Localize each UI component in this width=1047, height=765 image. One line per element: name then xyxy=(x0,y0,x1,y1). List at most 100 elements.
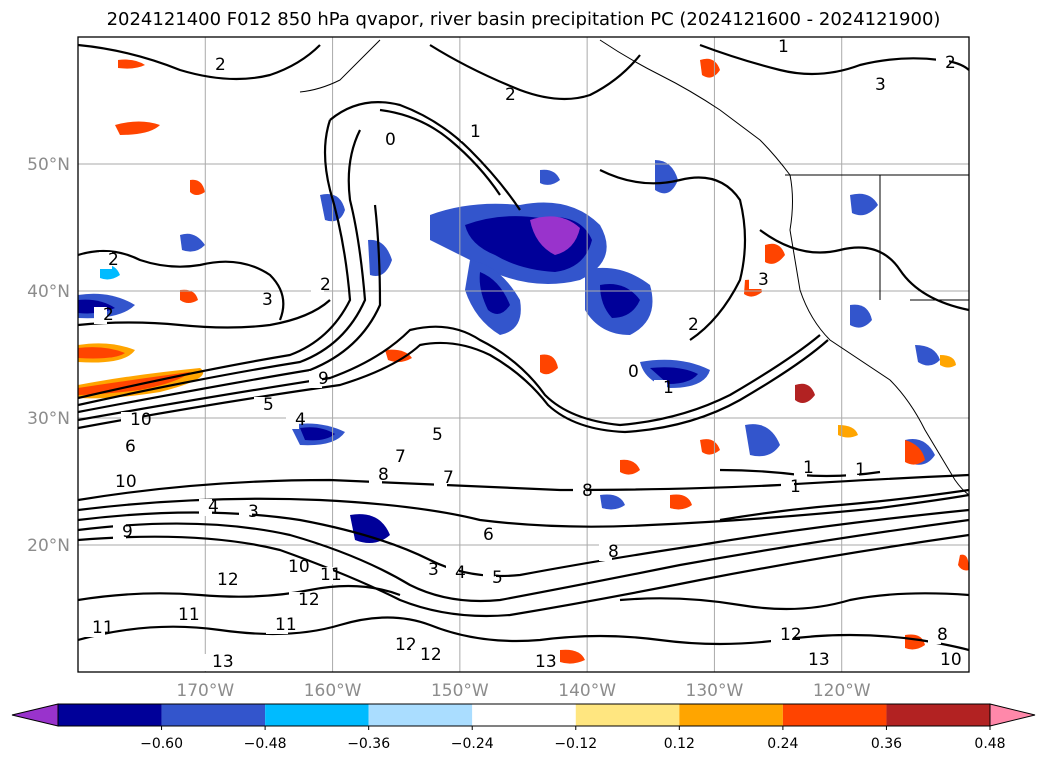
contour-label-bg xyxy=(794,460,807,477)
contour-value-label: 11 xyxy=(178,605,200,625)
contour-value-label: 1 xyxy=(778,37,789,57)
contour-label-bg xyxy=(483,570,496,587)
contour-label-bg xyxy=(434,470,447,487)
contour-label-bg xyxy=(311,277,324,294)
colorbar-swatch xyxy=(472,704,576,726)
contour-label-bg xyxy=(474,527,487,544)
contour-value-label: 10 xyxy=(288,557,310,577)
contour-value-label: 3 xyxy=(262,290,273,310)
lat-tick-label: 20°N xyxy=(27,536,70,556)
contour-label-bg xyxy=(116,439,129,456)
precip-shading xyxy=(78,58,969,664)
contour-value-label: 4 xyxy=(295,410,306,430)
contour-label-bg xyxy=(599,544,612,561)
contour-value-label: 1 xyxy=(803,458,814,478)
contour-label-bg xyxy=(99,252,112,269)
colorbar-swatch xyxy=(575,704,680,726)
contour-label-bg xyxy=(936,55,949,72)
colorbar-tick-label: −0.60 xyxy=(140,736,183,752)
colorbar: −0.60 −0.48 −0.36 −0.24 −0.12 0.12 0.24 0.36 0.4… xyxy=(11,703,1036,752)
chart-title: 2024121400 F012 850 hPa qvapor, river ba… xyxy=(106,9,941,30)
colorbar-extend-low xyxy=(11,703,59,727)
contour-label-bg xyxy=(931,652,953,669)
contour-label-bg xyxy=(113,524,126,541)
coastline xyxy=(299,39,969,496)
contour-label-bg xyxy=(446,565,459,582)
contour-label-bg xyxy=(289,592,311,609)
colorbar-swatch xyxy=(368,704,473,726)
contour-value-label: 8 xyxy=(378,465,389,485)
contour-value-label: 9 xyxy=(122,522,133,542)
contour-label-bg xyxy=(94,307,107,324)
lon-tick-label: 130°W xyxy=(686,681,744,701)
contour-value-label: 11 xyxy=(275,615,297,635)
colorbar-tick-label: 0.36 xyxy=(871,736,902,752)
colorbar-tick-label: 0.48 xyxy=(974,736,1005,752)
contour-label-bg xyxy=(423,427,436,444)
contour-label-bg xyxy=(311,567,333,584)
contour-value-label: 13 xyxy=(535,652,557,672)
contour-value-label: 8 xyxy=(608,542,619,562)
contour-label-bg xyxy=(106,474,128,491)
contour-label-bg xyxy=(386,449,399,466)
colorbar-swatch xyxy=(679,704,783,726)
contour-label-bg xyxy=(253,292,266,309)
contour-label-bg xyxy=(286,412,299,429)
contour-label-bg xyxy=(83,620,105,637)
contour-value-label: 2 xyxy=(945,53,956,73)
contour-value-label: 9 xyxy=(318,369,329,389)
colorbar-tick-label: −0.24 xyxy=(451,736,494,752)
contour-value-label: 11 xyxy=(92,618,114,638)
contour-label-bg xyxy=(411,647,433,664)
contour-label-bg xyxy=(254,397,267,414)
contour-value-label: 11 xyxy=(320,565,342,585)
colorbar-tick-label: −0.36 xyxy=(347,736,390,752)
contour-value-label: 13 xyxy=(808,650,830,670)
contour-value-label: 5 xyxy=(432,425,443,445)
colorbar-tick-label: −0.12 xyxy=(554,736,597,752)
contour-value-label: 3 xyxy=(248,502,259,522)
contour-label-bg xyxy=(208,572,230,589)
contour-value-label: 6 xyxy=(483,525,494,545)
contour-label-bg xyxy=(369,467,382,484)
contour-value-label: 13 xyxy=(212,652,234,672)
colorbar-swatch xyxy=(886,704,990,726)
contour-value-label: 1 xyxy=(790,477,801,497)
contour-label-bg xyxy=(654,380,667,397)
graticule xyxy=(78,37,969,672)
contour-value-label: 10 xyxy=(130,410,152,430)
contour-value-label: 4 xyxy=(208,497,219,517)
contour-value-label: 2 xyxy=(108,250,119,270)
contour-label-bg xyxy=(461,124,474,141)
contour-value-label: 12 xyxy=(217,570,239,590)
contour-value-label: 12 xyxy=(420,645,442,665)
contour-label-bg xyxy=(419,562,432,579)
contour-label-bg xyxy=(799,652,821,669)
colorbar-tick-label: 0.12 xyxy=(664,736,695,752)
contour-value-label: 5 xyxy=(492,568,503,588)
lon-tick-label: 140°W xyxy=(558,681,616,701)
map-frame xyxy=(77,36,970,673)
contour-value-label: 5 xyxy=(263,395,274,415)
contour-value-label: 10 xyxy=(115,472,137,492)
contour-label-bg xyxy=(496,87,509,104)
colorbar-extend-high xyxy=(989,703,1036,727)
colorbar-swatch xyxy=(58,704,162,726)
colorbar-swatch xyxy=(161,704,266,726)
contour-label-bg xyxy=(771,627,793,644)
lon-tick-label: 150°W xyxy=(431,681,489,701)
contour-label-bg xyxy=(206,57,219,74)
contour-value-label: 1 xyxy=(663,378,674,398)
contour-value-label: 4 xyxy=(455,563,466,583)
contour-value-label: 10 xyxy=(940,650,962,670)
colorbar-swatch xyxy=(265,704,369,726)
contour-label-bg xyxy=(769,39,782,56)
contour-label-bg xyxy=(266,617,288,634)
colorbar-outline xyxy=(57,703,991,727)
contour-label-bg xyxy=(619,364,632,381)
contour-label-bg xyxy=(279,559,301,576)
lat-tick-label: 50°N xyxy=(27,155,70,175)
contour-value-label: 7 xyxy=(443,468,454,488)
contour-value-label: 2 xyxy=(505,85,516,105)
